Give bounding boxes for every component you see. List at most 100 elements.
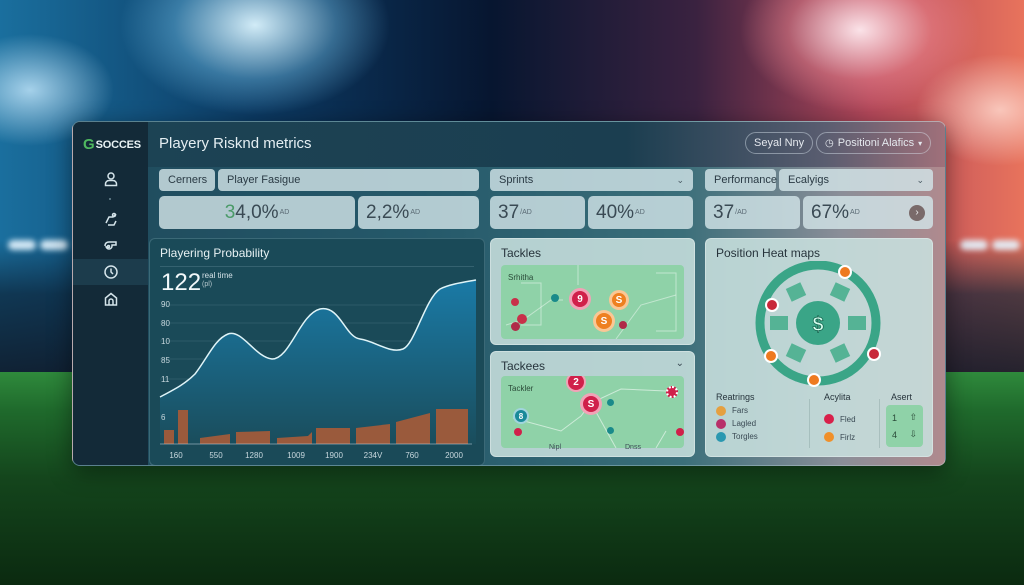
user-button[interactable]: Seyal Nny	[745, 132, 814, 154]
divider-dot	[109, 198, 111, 200]
svg-text:1009: 1009	[287, 451, 305, 460]
legend-item: Fled	[824, 410, 856, 428]
player-node-major[interactable]: 2	[566, 376, 586, 392]
stat-value: 40%	[596, 201, 635, 223]
logo-text: SOCCES	[95, 138, 141, 151]
page-title: Playery Risknd metrics	[159, 135, 312, 152]
svg-text:1900: 1900	[325, 451, 343, 460]
chevron-down-icon: ⌄	[916, 174, 924, 185]
tackles-card: Tackles Srhitha 9 S S	[490, 238, 695, 345]
stadium-light	[992, 240, 1020, 250]
stat-prefix: 3	[224, 201, 236, 223]
select-label: Player Fasigue	[227, 174, 301, 186]
player-node[interactable]	[619, 321, 627, 329]
legend-item: Torgles	[716, 430, 758, 443]
select-label: Ecalyigs	[788, 174, 829, 186]
legend-title: Acylita	[824, 392, 851, 402]
card-title: Position Heat maps	[716, 246, 821, 260]
logo-mark: G	[83, 136, 95, 153]
player-node[interactable]	[607, 427, 614, 434]
tag-label: Performance	[714, 174, 777, 186]
player-node-major[interactable]: 8	[513, 408, 529, 424]
chevron-right-button[interactable]: ›	[909, 204, 925, 221]
stat-unit: AD	[410, 209, 421, 216]
sidebar-item-home[interactable]	[73, 286, 148, 312]
svg-text:85: 85	[161, 356, 170, 365]
headline-label: real time	[202, 271, 233, 280]
player-node[interactable]	[551, 294, 559, 302]
player-node[interactable]	[676, 428, 684, 436]
field-label: Tackler	[508, 384, 534, 393]
legend-item: Lagled	[716, 417, 758, 430]
stat-unit: /AD	[520, 209, 532, 216]
sidebar-item-clock[interactable]	[73, 259, 148, 285]
player-node-major[interactable]: S	[580, 393, 602, 415]
pitch-lines	[505, 265, 677, 339]
tackles-card-2: Tackees ⌄ Tackler 2 S 8 Nipl	[490, 351, 695, 457]
stat-unit: AD	[850, 209, 860, 216]
legend-item: Fars	[716, 404, 758, 417]
home-icon	[104, 292, 117, 306]
stat-value: 37	[713, 201, 735, 223]
chevron-down-icon: ▾	[918, 138, 923, 148]
tag-performance[interactable]: Performance	[705, 169, 777, 191]
card-title: Tackees	[501, 359, 546, 373]
players-swap-icon	[104, 212, 117, 226]
positional-analytics-dropdown[interactable]: ◷ Positioni Alafics ▾	[816, 132, 932, 154]
clock-icon: ◷	[825, 137, 834, 149]
svg-text:234V: 234V	[364, 451, 383, 460]
probability-area-chart: 90 80 10 85 11 6 160 550 1280 1009 1900 234V 760…	[159, 279, 477, 460]
divider	[160, 266, 474, 267]
select-sprints[interactable]: Sprints ⌄	[490, 169, 693, 191]
select-analytics[interactable]: Ecalyigs ⌄	[779, 169, 933, 191]
sidebar-item-whistle[interactable]	[73, 232, 148, 258]
divider	[879, 399, 880, 448]
player-node-major[interactable]: S	[609, 290, 629, 310]
legend-title: Asert	[891, 392, 913, 402]
stat-unit: AD	[635, 209, 645, 216]
sidebar-item-players[interactable]	[73, 206, 148, 232]
player-node-major[interactable]: S	[593, 310, 615, 332]
arrow-up-icon: ⇧	[909, 412, 917, 422]
probability-chart-card: Playering Probability 122 real time (pl)	[149, 238, 485, 465]
player-node[interactable]	[517, 314, 527, 324]
tag-corners[interactable]: Cerners	[159, 169, 215, 191]
stat-unit: AD	[279, 209, 290, 216]
stadium-light	[960, 240, 988, 250]
svg-text:6: 6	[161, 413, 166, 422]
player-node[interactable]	[514, 428, 522, 436]
stat-card: 37/AD	[705, 196, 800, 229]
stadium-light	[8, 240, 36, 250]
legend-activity: Acylita Fled Firlz	[824, 392, 856, 446]
chevron-down-icon[interactable]: ⌄	[675, 358, 684, 369]
select-player-fatigue[interactable]: Player Fasigue	[218, 169, 479, 191]
headline-sub: (pl)	[202, 281, 213, 288]
axis-label: Dnss	[625, 444, 641, 451]
legend-ratings: Reatrings Fars Lagled Torgles	[716, 392, 758, 443]
user-icon	[104, 172, 117, 187]
player-node[interactable]	[511, 298, 519, 306]
player-node[interactable]	[666, 386, 678, 398]
position-ring-heatmap[interactable]: $	[706, 261, 934, 391]
svg-text:550: 550	[209, 451, 223, 460]
svg-text:80: 80	[161, 319, 170, 328]
asset-box: 1 ⇧ 4 ⇩	[886, 405, 923, 447]
player-node[interactable]	[607, 399, 614, 406]
center-symbol: $	[812, 314, 823, 336]
card-title: Playering Probability	[160, 246, 270, 260]
select-label: Sprints	[499, 174, 534, 186]
player-node-major[interactable]: 9	[569, 288, 591, 310]
logo[interactable]: G SOCCES	[83, 136, 141, 153]
stat-card: 37/AD	[490, 196, 585, 229]
axis-label: Nipl	[549, 444, 562, 451]
stat-card: 67% AD ›	[803, 196, 933, 229]
pitch-map: Srhitha 9 S S	[501, 265, 684, 339]
player-node[interactable]	[511, 322, 520, 331]
main-content: Cerners Player Fasigue Sprints ⌄ Performa…	[148, 167, 945, 465]
svg-text:1280: 1280	[245, 451, 263, 460]
dashboard-window: G SOCCES Playery Risknd metrics Seyal Nn…	[72, 121, 946, 466]
sidebar-item-user[interactable]	[73, 166, 148, 192]
header: Playery Risknd metrics Seyal Nny ◷ Posit…	[148, 122, 945, 167]
svg-text:2000: 2000	[445, 451, 463, 460]
legend-title: Reatrings	[716, 392, 755, 402]
